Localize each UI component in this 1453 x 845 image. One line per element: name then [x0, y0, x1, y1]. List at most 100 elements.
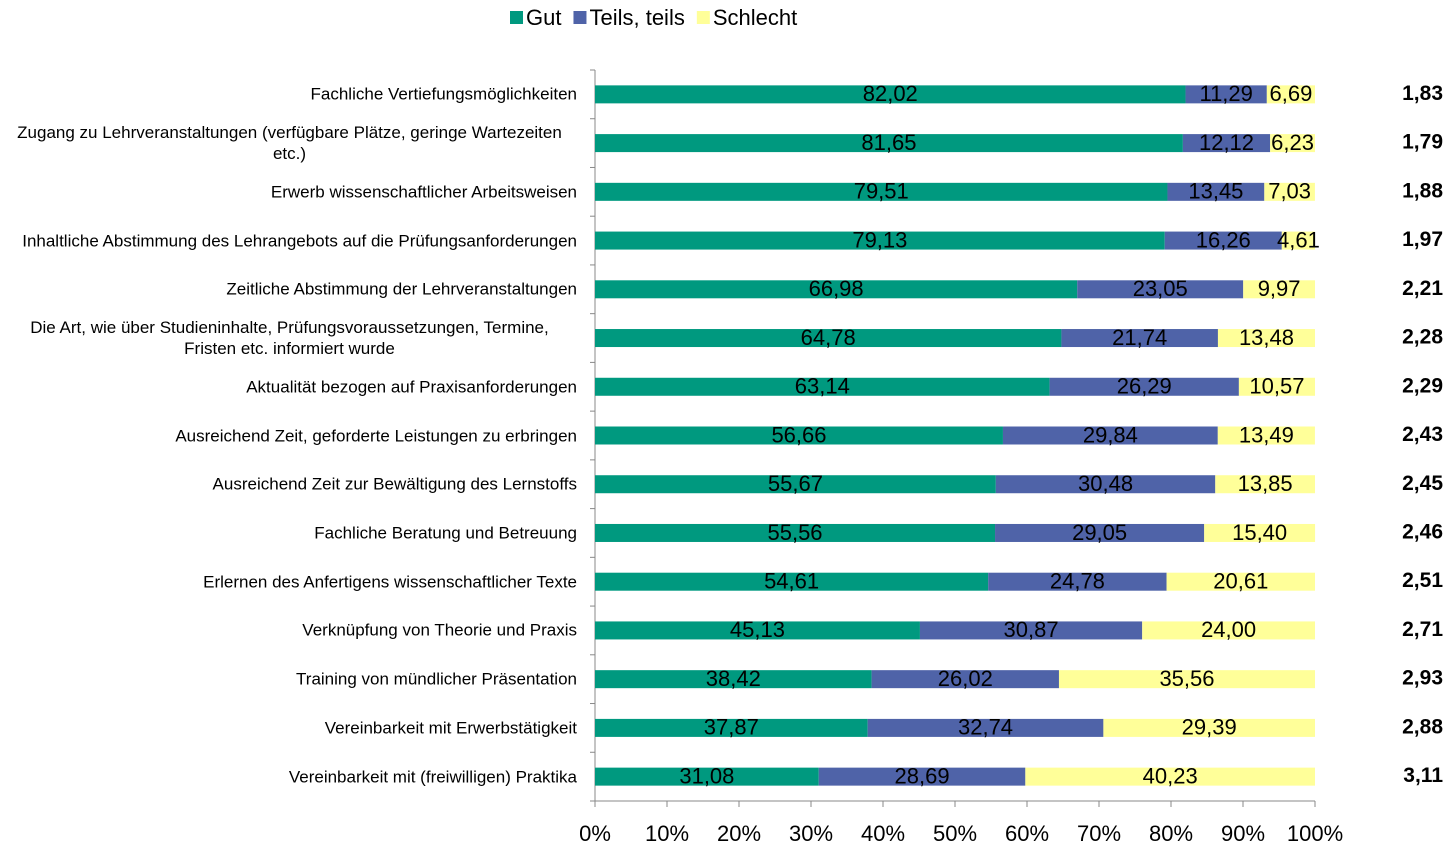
x-tick-label: 80% [1149, 821, 1193, 845]
data-label: 7,03 [1268, 179, 1311, 204]
bar-segment [595, 767, 819, 786]
data-label: 23,05 [1133, 276, 1188, 301]
data-label: 81,65 [861, 130, 916, 155]
legend-swatch [573, 11, 587, 24]
legend-label: Gut [526, 5, 561, 30]
data-label: 55,56 [767, 520, 822, 545]
x-tick-label: 70% [1077, 821, 1121, 845]
x-tick-label: 50% [933, 821, 977, 845]
bar-segment [1049, 377, 1239, 396]
bar-segment [1103, 718, 1315, 737]
data-label: 45,13 [730, 617, 785, 642]
data-label: 20,61 [1213, 569, 1268, 594]
mean-label: 3,11 [1403, 764, 1443, 787]
x-tick-label: 0% [579, 821, 611, 845]
data-label: 13,49 [1239, 422, 1294, 447]
y-tick-label: Ausreichend Zeit zur Bewältigung des Ler… [212, 474, 577, 494]
mean-label: 1,88 [1402, 179, 1443, 202]
mean-label: 2,46 [1402, 521, 1443, 544]
bar-segment [1243, 280, 1315, 299]
bar-segment [595, 621, 920, 640]
bar-segment [818, 767, 1026, 786]
data-label: 24,00 [1201, 617, 1256, 642]
bar-segment [1185, 85, 1267, 104]
bar-segment [1238, 377, 1315, 396]
data-label: 35,56 [1159, 666, 1214, 691]
bar-segment [1025, 767, 1315, 786]
mean-label: 2,88 [1402, 715, 1443, 738]
data-label: 13,85 [1238, 471, 1293, 496]
x-tick-label: 20% [717, 821, 761, 845]
data-label: 32,74 [958, 715, 1013, 740]
bar-segment [595, 134, 1183, 153]
bar-segment [595, 572, 989, 591]
data-label: 6,69 [1270, 81, 1313, 106]
y-tick-label: Erwerb wissenschaftlicher Arbeitsweisen [270, 182, 577, 202]
bar-segment [871, 670, 1059, 689]
bar-segment [867, 718, 1104, 737]
bar-segment [595, 670, 872, 689]
mean-label: 2,45 [1402, 472, 1443, 495]
data-label: 37,87 [704, 715, 759, 740]
y-tick-label: Zugang zu Lehrveranstaltungen (verfügbar… [17, 123, 562, 164]
y-tick-label: Training von mündlicher Präsentation [296, 669, 577, 689]
x-tick-label: 90% [1221, 821, 1265, 845]
data-label: 82,02 [863, 81, 918, 106]
data-label: 56,66 [771, 422, 826, 447]
bar-segment [595, 523, 996, 542]
bar-segment [595, 329, 1062, 348]
bar-segment [995, 523, 1205, 542]
x-tick-label: 30% [789, 821, 833, 845]
data-label: 12,12 [1199, 130, 1254, 155]
data-label: 38,42 [706, 666, 761, 691]
mean-label: 1,79 [1402, 131, 1443, 154]
data-label: 11,29 [1199, 81, 1252, 106]
data-label: 55,67 [768, 471, 823, 496]
bar-segment [595, 426, 1003, 445]
data-label: 79,51 [854, 179, 909, 204]
data-label: 10,57 [1249, 374, 1304, 399]
data-label: 28,69 [895, 763, 950, 788]
bar-segment [1182, 134, 1271, 153]
mean-label: 2,93 [1402, 667, 1443, 690]
data-label: 13,48 [1239, 325, 1294, 350]
bar-segment [1204, 523, 1316, 542]
x-tick-label: 100% [1287, 821, 1343, 845]
bar-segment [919, 621, 1143, 640]
data-label: 29,05 [1072, 520, 1127, 545]
data-label: 24,78 [1050, 569, 1105, 594]
data-label: 29,39 [1182, 715, 1237, 740]
bar-segment [595, 231, 1165, 250]
y-tick-label: Die Art, wie über Studieninhalte, Prüfun… [30, 318, 549, 359]
data-label: 26,02 [938, 666, 993, 691]
bar-segment [1002, 426, 1218, 445]
y-tick-label: Verknüpfung von Theorie und Praxis [302, 620, 577, 640]
mean-label: 2,29 [1402, 374, 1443, 397]
legend-swatch [696, 11, 710, 24]
mean-label: 2,71 [1402, 618, 1443, 641]
bar-segment [595, 182, 1168, 201]
bar-segment [595, 718, 868, 737]
y-tick-label: Aktualität bezogen auf Praxisanforderung… [246, 377, 577, 397]
y-tick-label: Fachliche Vertiefungsmöglichkeiten [310, 84, 577, 104]
x-tick-label: 60% [1005, 821, 1049, 845]
bar-segment [1217, 426, 1315, 445]
x-tick-label: 40% [861, 821, 905, 845]
bar-segment [1061, 329, 1218, 348]
mean-label: 2,28 [1402, 326, 1443, 349]
y-tick-label: Erlernen des Anfertigens wissenschaftlic… [203, 572, 577, 592]
y-tick-label: Zeitliche Abstimmung der Lehrveranstaltu… [226, 279, 577, 299]
data-label: 9,97 [1258, 276, 1301, 301]
data-label: 6,23 [1271, 130, 1314, 155]
mean-label: 1,83 [1402, 82, 1443, 105]
data-label: 30,87 [1004, 617, 1059, 642]
mean-label: 2,43 [1402, 423, 1443, 446]
y-tick-label: Inhaltliche Abstimmung des Lehrangebots … [22, 231, 577, 251]
bar-segment [1166, 572, 1315, 591]
bar-segment [1077, 280, 1244, 299]
y-tick-label: Fachliche Beratung und Betreuung [314, 523, 577, 543]
data-label: 54,61 [764, 569, 819, 594]
mean-label: 2,51 [1402, 569, 1443, 592]
data-label: 26,29 [1117, 374, 1172, 399]
